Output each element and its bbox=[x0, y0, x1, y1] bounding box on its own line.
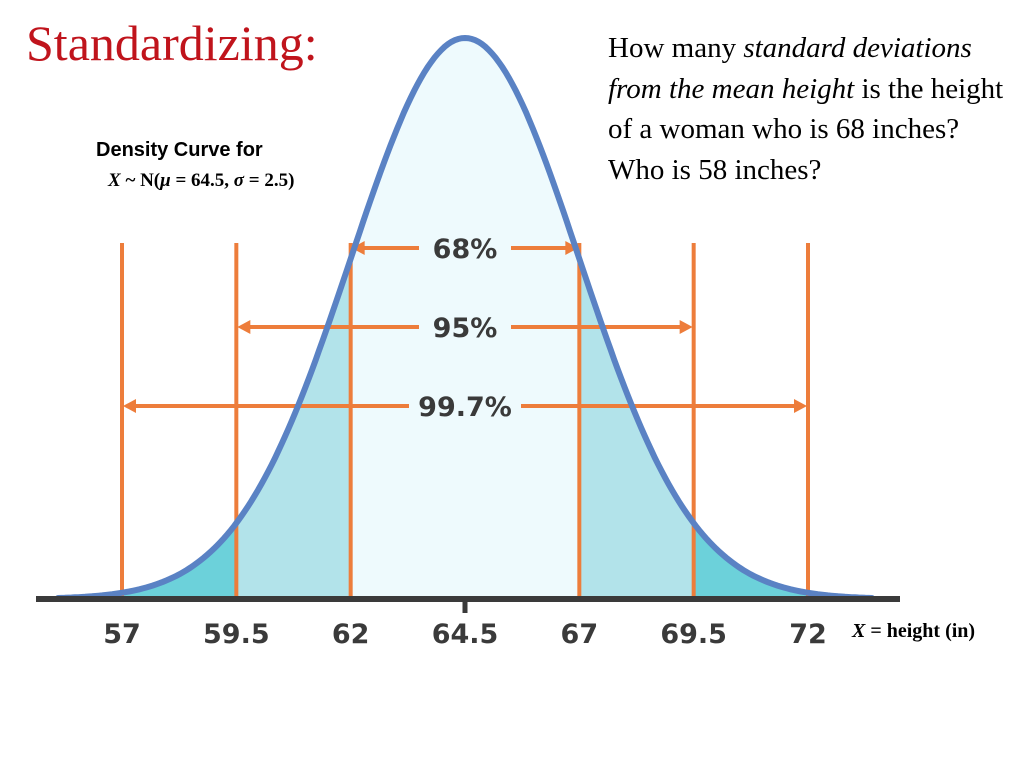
sigma-value: = 2.5) bbox=[244, 170, 295, 191]
x-tick-labels: 57 59.5 62 64.5 67 69.5 72 bbox=[103, 599, 827, 650]
sigma-symbol: σ bbox=[233, 170, 245, 191]
band-label: 99.7% bbox=[418, 392, 512, 423]
tick-label: 62 bbox=[332, 619, 370, 650]
question-part-1: How many bbox=[608, 32, 744, 64]
tick-label: 64.5 bbox=[432, 619, 499, 650]
density-curve-label: Density Curve for bbox=[96, 139, 263, 161]
band-label: 95% bbox=[433, 313, 498, 344]
mu-value: = 64.5, bbox=[170, 170, 234, 191]
band-2: 95% bbox=[237, 313, 693, 344]
tick-label: 72 bbox=[789, 619, 827, 650]
question-part-3: is the height of a woman who is 68 inche… bbox=[608, 72, 1004, 186]
center-fill bbox=[350, 38, 580, 599]
density-curve bbox=[55, 34, 875, 601]
arrow-head-left bbox=[351, 241, 365, 255]
tick-label: 69.5 bbox=[660, 619, 727, 650]
tail-fill-right bbox=[693, 523, 872, 599]
sd-marker-lines bbox=[120, 243, 810, 599]
tick-label: 57 bbox=[103, 619, 141, 650]
arrow-head-left bbox=[123, 399, 136, 413]
tick-label: 59.5 bbox=[203, 619, 270, 650]
question-text: How many standard deviations from the me… bbox=[608, 28, 1008, 190]
arrow-head-left bbox=[237, 320, 251, 334]
band-3: 99.7% bbox=[123, 392, 807, 423]
tick-label: 67 bbox=[561, 619, 599, 650]
question-part-2: standard deviations from the mean height bbox=[608, 32, 972, 105]
band-arrows: 68% 95% 99.7% bbox=[123, 234, 807, 423]
distribution-variable: X bbox=[108, 170, 121, 191]
x-axis-description: = height (in) bbox=[865, 620, 976, 642]
band-label: 68% bbox=[433, 234, 498, 265]
x-axis-variable: X bbox=[852, 620, 866, 642]
slide-title: Standardizing: bbox=[26, 15, 318, 71]
arrow-head-right bbox=[794, 399, 807, 413]
distribution-notation: X ~ N(μ = 64.5, σ = 2.5) bbox=[108, 170, 294, 192]
mu-symbol: μ bbox=[160, 170, 171, 191]
distribution-n: ~ N( bbox=[120, 170, 161, 191]
x-axis-label: X = height (in) bbox=[852, 620, 975, 643]
tail-fill-left bbox=[58, 523, 237, 599]
arrow-head-right bbox=[565, 241, 579, 255]
band-1: 68% bbox=[351, 234, 579, 265]
arrow-head-right bbox=[679, 320, 693, 334]
